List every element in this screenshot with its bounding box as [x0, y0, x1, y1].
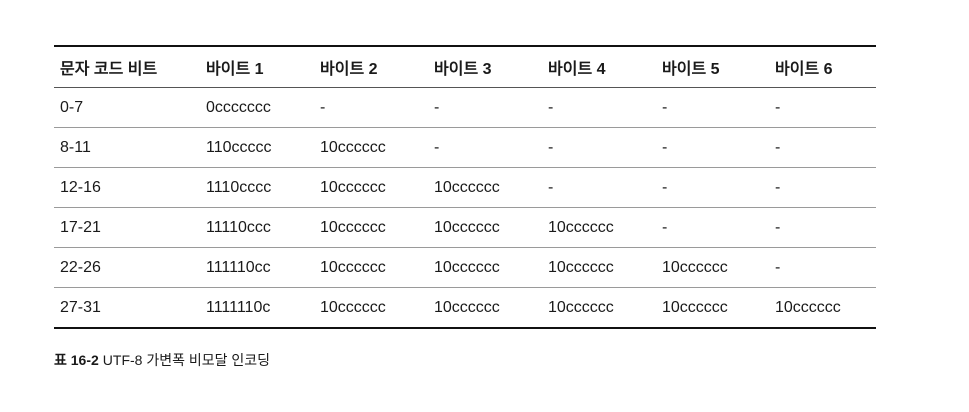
table-cell: - — [542, 127, 656, 168]
header-cell-byte-6: 바이트 6 — [769, 46, 876, 88]
table-cell: 110ccccc — [200, 127, 314, 168]
table-cell: 10cccccc — [314, 247, 428, 288]
table-cell: 10cccccc — [314, 167, 428, 208]
table-row: 8-11 110ccccc 10cccccc - - - - — [54, 127, 876, 168]
table-cell: - — [428, 127, 542, 168]
table-cell: 10cccccc — [428, 247, 542, 288]
table-cell: 0ccccccc — [200, 87, 314, 128]
table-cell: 8-11 — [54, 127, 200, 168]
table-cell: 27-31 — [60, 298, 101, 316]
table-cell: - — [769, 207, 876, 248]
table-cell: 0-7 — [54, 87, 200, 128]
table-cell: 1110cccc — [200, 167, 314, 208]
table-cell: 10cccccc — [314, 207, 428, 248]
header-row: 문자 코드 비트 바이트 1 바이트 2 바이트 3 바이트 4 바이트 5 바… — [54, 46, 876, 88]
table-header: 문자 코드 비트 바이트 1 바이트 2 바이트 3 바이트 4 바이트 5 바… — [54, 46, 876, 88]
table-cell: 10cccccc — [314, 127, 428, 168]
table-cell: 10cccccc — [434, 298, 500, 316]
table-cell: 10cccccc — [662, 298, 728, 316]
table-cell: 10cccccc — [428, 207, 542, 248]
header-cell-byte-4: 바이트 4 — [542, 46, 656, 88]
table-cell: - — [656, 87, 769, 128]
table-cell: 10cccccc — [548, 298, 614, 316]
table-cell: 10cccccc — [320, 298, 386, 316]
table-cell: - — [314, 87, 428, 128]
table-cell: 111110cc — [200, 247, 314, 288]
table-cell: - — [769, 87, 876, 128]
table-cell: - — [656, 167, 769, 208]
table-cell: - — [542, 87, 656, 128]
table-body: 0-7 0ccccccc - - - - - 8-11 110ccccc 10c… — [54, 87, 876, 329]
table-cell: 10cccccc — [542, 207, 656, 248]
table-row: 22-26 111110cc 10cccccc 10cccccc 10ccccc… — [54, 247, 876, 288]
table-cell: - — [542, 167, 656, 208]
caption-number: 표 16-2 — [54, 352, 99, 368]
table-cell: 17-21 — [54, 207, 200, 248]
table-cell: 10cccccc — [775, 298, 841, 316]
table-cell: - — [769, 247, 876, 288]
table-cell: 10cccccc — [428, 167, 542, 208]
table-row: 12-16 1110cccc 10cccccc 10cccccc - - - — [54, 167, 876, 208]
header-cell-code-bits: 문자 코드 비트 — [54, 46, 200, 88]
table-cell: - — [428, 87, 542, 128]
table-cell: 1111110c — [206, 298, 271, 316]
table-cell: - — [656, 207, 769, 248]
table-cell: - — [769, 127, 876, 168]
table-row: 17-21 11110ccc 10cccccc 10cccccc 10ccccc… — [54, 207, 876, 248]
table-cell: 22-26 — [54, 247, 200, 288]
table-cell: 12-16 — [54, 167, 200, 208]
header-cell-byte-3: 바이트 3 — [428, 46, 542, 88]
table-row: 27-31 1111110c 10cccccc 10cccccc 10ccccc… — [54, 288, 876, 329]
table-cell: 10cccccc — [656, 247, 769, 288]
utf8-encoding-table: 문자 코드 비트 바이트 1 바이트 2 바이트 3 바이트 4 바이트 5 바… — [54, 45, 876, 329]
caption-text: UTF-8 가변폭 비모달 인코딩 — [102, 352, 271, 368]
table-cell: - — [769, 167, 876, 208]
table-row: 0-7 0ccccccc - - - - - — [54, 87, 876, 128]
table-cell: 11110ccc — [200, 207, 314, 248]
table-cell: - — [656, 127, 769, 168]
header-cell-byte-2: 바이트 2 — [314, 46, 428, 88]
header-cell-byte-5: 바이트 5 — [656, 46, 769, 88]
table-cell: 10cccccc — [542, 247, 656, 288]
table-caption: 표 16-2 UTF-8 가변폭 비모달 인코딩 — [54, 350, 270, 370]
utf8-encoding-table-container: 문자 코드 비트 바이트 1 바이트 2 바이트 3 바이트 4 바이트 5 바… — [54, 45, 876, 329]
header-cell-byte-1: 바이트 1 — [200, 46, 314, 88]
